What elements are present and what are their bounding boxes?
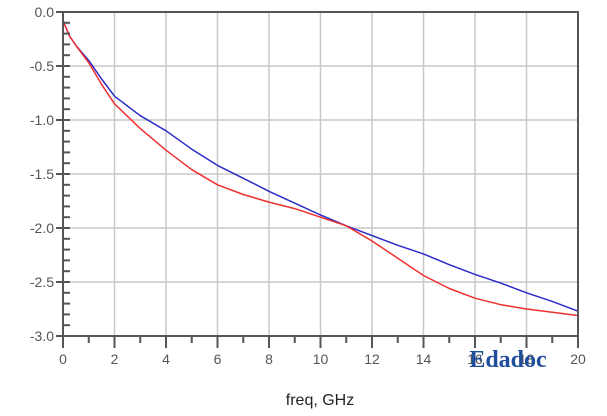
y-tick-label: 0.0 — [35, 4, 55, 20]
y-axis-ticks: 0.0 -0.5 -1.0 -1.5 -2.0 -2.5 -3.0 — [30, 4, 70, 344]
grid-lines — [62, 11, 579, 337]
x-tick-label: 12 — [364, 351, 380, 367]
data-series — [62, 20, 579, 317]
x-tick-label: 0 — [59, 351, 67, 367]
x-tick-label: 10 — [313, 351, 329, 367]
x-tick-label: 4 — [162, 351, 170, 367]
x-axis-ticks: 0 2 4 6 8 10 12 14 16 18 20 — [59, 336, 586, 367]
x-tick-label: 14 — [416, 351, 432, 367]
y-tick-label: -0.5 — [30, 58, 54, 74]
y-tick-label: -1.5 — [30, 166, 54, 182]
x-tick-label: 2 — [111, 351, 119, 367]
y-tick-label: -2.5 — [30, 274, 54, 290]
x-axis-title: freq, GHz — [286, 392, 354, 409]
series-line-blue — [62, 20, 579, 312]
x-tick-label: 8 — [265, 351, 273, 367]
x-tick-label: 6 — [214, 351, 222, 367]
x-tick-label: 16 — [467, 351, 483, 367]
series-line-red — [62, 20, 579, 317]
x-tick-label: 20 — [570, 351, 586, 367]
watermark-logo: Edadoc — [469, 347, 547, 373]
x-tick-label: 18 — [519, 351, 535, 367]
y-tick-label: -2.0 — [30, 220, 54, 236]
y-tick-label: -1.0 — [30, 112, 54, 128]
y-tick-label: -3.0 — [30, 328, 54, 344]
